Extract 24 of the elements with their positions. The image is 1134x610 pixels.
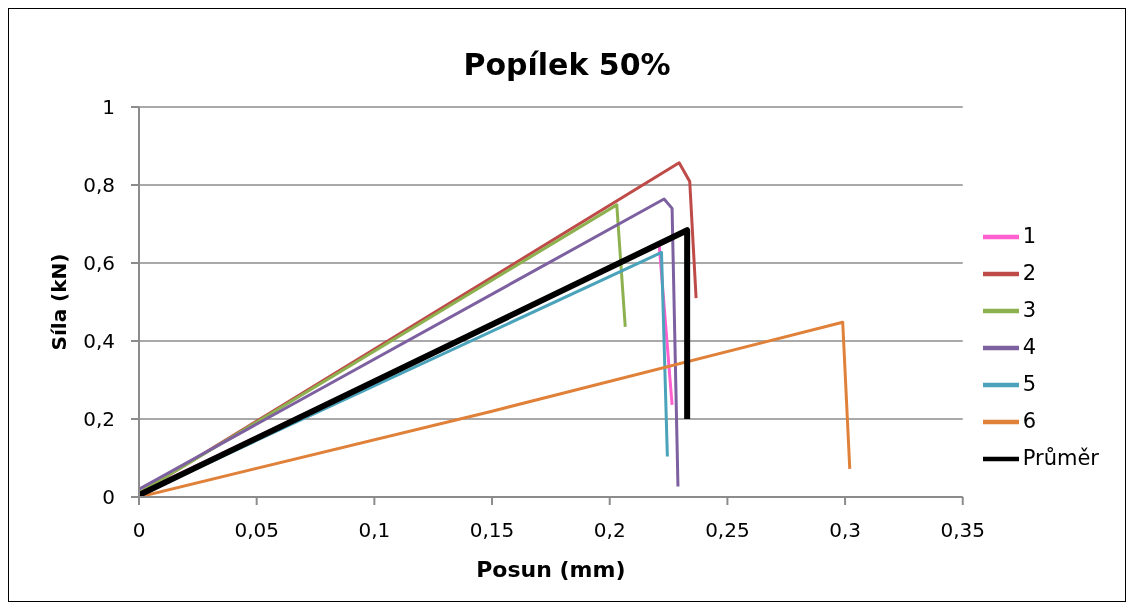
x-tick-label: 0 — [132, 518, 146, 542]
y-tick-label: 0,4 — [83, 329, 115, 353]
legend-label: 4 — [1022, 334, 1037, 359]
x-axis-title: Posun (mm) — [476, 557, 626, 582]
x-tick-label: 0,3 — [829, 518, 861, 542]
y-tick-label: 0,8 — [83, 173, 115, 197]
legend-label: 2 — [1022, 260, 1037, 285]
y-tick-label: 0 — [102, 485, 115, 509]
x-tick-label: 0,25 — [705, 518, 750, 542]
y-tick-label: 1 — [102, 95, 115, 119]
x-tick-label: 0,05 — [234, 518, 279, 542]
y-tick-label: 0,6 — [83, 251, 115, 275]
legend-label: Průměr — [1022, 445, 1099, 470]
chart-title: Popílek 50% — [462, 47, 672, 84]
x-tick-label: 0,15 — [469, 518, 515, 542]
x-tick-label: 0,1 — [358, 518, 391, 542]
legend-label: 5 — [1022, 371, 1037, 396]
x-tick-label: 0,35 — [940, 518, 986, 542]
y-axis-title: Síla (kN) — [47, 253, 72, 351]
y-tick-label: 0,2 — [83, 407, 115, 431]
legend-label: 6 — [1022, 408, 1037, 433]
legend-label: 3 — [1022, 297, 1037, 322]
x-tick-label: 0,2 — [593, 518, 626, 542]
legend-label: 1 — [1022, 223, 1037, 248]
